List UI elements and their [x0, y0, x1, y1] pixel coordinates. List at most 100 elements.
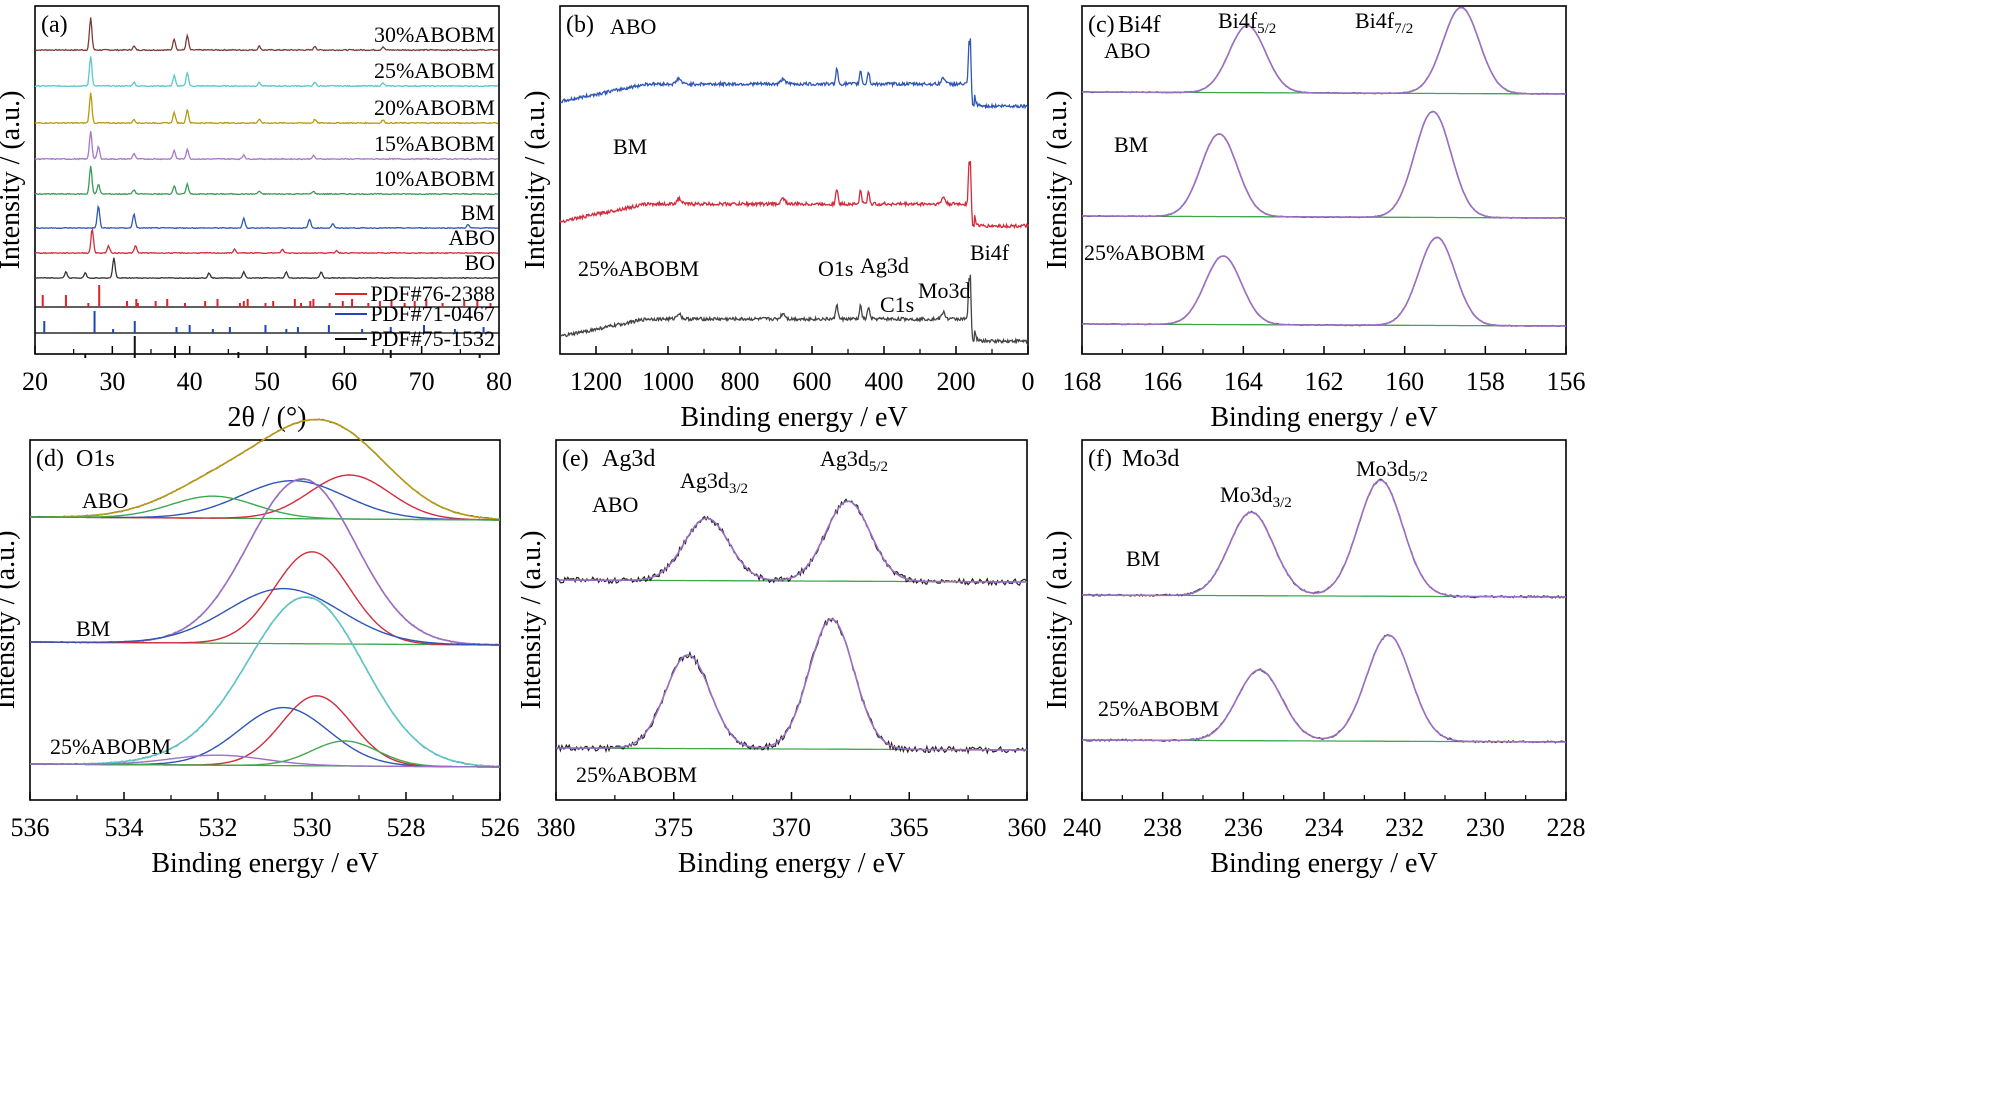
- x-tick-label: 360: [1008, 813, 1047, 842]
- survey-series-label: 25%ABOBM: [578, 256, 699, 281]
- spectrum-series-label: 25%ABOBM: [576, 762, 697, 787]
- panel-tag: (c): [1088, 12, 1115, 38]
- spectrum-series-label: 25%ABOBM: [50, 734, 171, 759]
- x-tick-label: 232: [1385, 813, 1424, 842]
- x-tick-label: 600: [793, 367, 832, 396]
- survey-series-label: ABO: [610, 14, 656, 39]
- core-level-title: Bi4f: [1118, 12, 1161, 38]
- raw-spectrum-line: [1081, 111, 1567, 220]
- fit-component-line: [30, 495, 500, 521]
- xrd-series-line: [34, 56, 499, 88]
- y-axis-label: Intensity / (a.u.): [516, 531, 547, 710]
- raw-spectrum-line: [1081, 633, 1567, 744]
- fitted-envelope-line: [1082, 110, 1566, 219]
- xps-survey-line: [559, 160, 1029, 230]
- x-tick-label: 1000: [642, 367, 694, 396]
- spectrum-series-label: BM: [76, 616, 110, 641]
- xrd-series-line: [34, 257, 499, 280]
- xrd-series-line: [34, 204, 499, 230]
- x-tick-label: 0: [1022, 367, 1035, 396]
- x-tick-label: 162: [1305, 367, 1344, 396]
- x-tick-label: 20: [22, 367, 48, 396]
- x-tick-label: 532: [199, 813, 238, 842]
- spectrum-series-label: 25%ABOBM: [1098, 696, 1219, 721]
- plot-frame: [1081, 439, 1567, 801]
- x-tick-label: 230: [1466, 813, 1505, 842]
- x-axis-label: Binding energy / eV: [1210, 402, 1437, 433]
- xrd-series-label: BM: [461, 200, 495, 225]
- core-level-title: Ag3d: [602, 446, 655, 472]
- element-annotation: Mo3d: [918, 278, 971, 303]
- x-axis-label: Binding energy / eV: [678, 848, 905, 879]
- x-tick-label: 164: [1224, 367, 1263, 396]
- x-axis-label: Binding energy / eV: [680, 402, 907, 433]
- x-tick-label: 60: [331, 367, 357, 396]
- survey-series-label: BM: [613, 134, 647, 159]
- x-tick-label: 800: [721, 367, 760, 396]
- peak-label: Mo3d5/2: [1356, 456, 1428, 485]
- fit-component-line: [30, 754, 500, 768]
- element-annotation: O1s: [818, 256, 853, 281]
- xrd-series-line: [34, 92, 499, 125]
- panel-a: 20 30 40 50 60 70 80 2θ / (°) Intensity / (a.u.)…: [0, 5, 512, 433]
- x-tick-label: 234: [1305, 813, 1344, 842]
- core-level-title: O1s: [76, 446, 115, 472]
- x-tick-label: 70: [409, 367, 435, 396]
- legend-entry: PDF#71-0467: [370, 301, 495, 326]
- x-tick-label: 536: [11, 813, 50, 842]
- xrd-series-line: [34, 17, 499, 52]
- x-tick-label: 370: [772, 813, 811, 842]
- fitted-envelope-line: [1082, 6, 1566, 95]
- x-tick-label: 40: [177, 367, 203, 396]
- x-tick-label: 156: [1547, 367, 1586, 396]
- panel-b: 1200 1000 800 600 400 200 0 Binding energy / eV…: [520, 5, 1035, 433]
- fitted-envelope-line: [1082, 236, 1566, 327]
- xrd-series-label: 30%ABOBM: [374, 22, 495, 47]
- xrd-series-label: 25%ABOBM: [374, 58, 495, 83]
- x-tick-label: 166: [1143, 367, 1182, 396]
- x-tick-label: 365: [890, 813, 929, 842]
- x-tick-label: 534: [105, 813, 144, 842]
- panel-tag: (b): [566, 12, 594, 38]
- element-annotation: C1s: [880, 292, 914, 317]
- fitted-envelope-line: [556, 500, 1027, 583]
- xrd-series-label: 20%ABOBM: [374, 95, 495, 120]
- plot-frame: [1081, 5, 1567, 355]
- xps-survey-line: [559, 38, 1029, 110]
- xrd-series-line: [34, 131, 499, 161]
- x-tick-label: 168: [1063, 367, 1102, 396]
- fitted-envelope-line: [30, 596, 500, 768]
- x-tick-label: 238: [1143, 813, 1182, 842]
- panel-tag: (f): [1088, 446, 1112, 472]
- raw-spectrum-line: [555, 617, 1028, 755]
- y-axis-label: Intensity / (a.u.): [1042, 91, 1073, 270]
- y-axis-label: Intensity / (a.u.): [0, 91, 26, 270]
- peak-label: Bi4f7/2: [1355, 8, 1413, 37]
- legend-entry: PDF#75-1532: [370, 326, 495, 351]
- panel-tag: (d): [36, 446, 64, 472]
- panel-e: 380 375 370 365 360 Binding energy / eV Intens…: [516, 439, 1047, 879]
- plot-frame: [559, 5, 1029, 355]
- spectrum-series-label: BM: [1114, 132, 1148, 157]
- legend-entry: PDF#76-2388: [370, 281, 495, 306]
- xrd-series-line: [34, 165, 499, 196]
- fitted-envelope-line: [30, 418, 501, 520]
- xrd-series-label: 15%ABOBM: [374, 131, 495, 156]
- x-tick-label: 160: [1385, 367, 1424, 396]
- panel-c: 168 166 164 162 160 158 156 Binding energy / eV…: [1042, 5, 1586, 433]
- xrd-series-label: 10%ABOBM: [374, 166, 495, 191]
- peak-label: Ag3d5/2: [820, 446, 888, 475]
- spectrum-series-label: BM: [1126, 546, 1160, 571]
- y-axis-label: Intensity / (a.u.): [0, 531, 21, 710]
- spectrum-series-label: ABO: [592, 492, 638, 517]
- x-tick-label: 30: [99, 367, 125, 396]
- fit-component-line: [30, 587, 500, 646]
- panel-tag: (e): [562, 446, 589, 472]
- x-tick-label: 375: [654, 813, 693, 842]
- x-axis-label: Binding energy / eV: [1210, 848, 1437, 879]
- spectrum-series-label: ABO: [82, 488, 128, 513]
- x-tick-label: 530: [293, 813, 332, 842]
- element-annotation: Bi4f: [970, 240, 1010, 265]
- raw-spectrum-line: [1081, 478, 1567, 599]
